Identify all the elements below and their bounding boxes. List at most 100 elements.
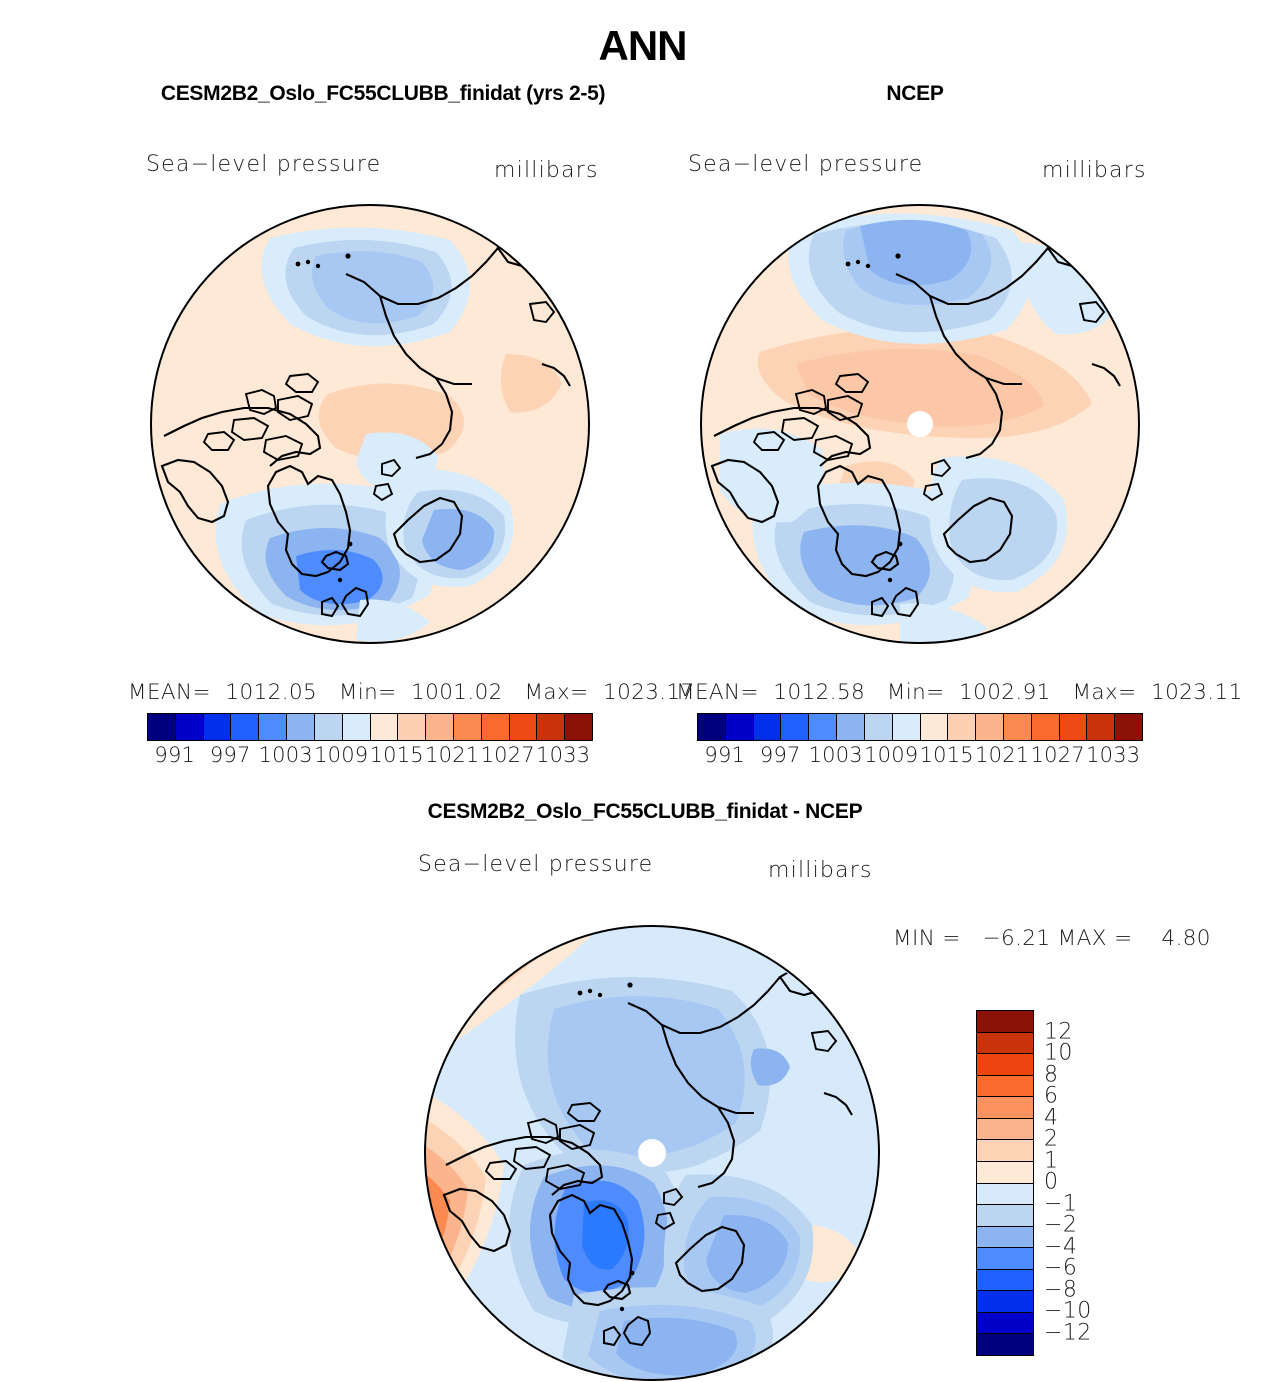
colorbar-cell [725, 714, 754, 740]
colorbar-cell [148, 714, 176, 740]
colorbar-tick-label: 1009 [314, 743, 369, 767]
colorbar-difference [976, 1010, 1034, 1356]
colorbar-cell [481, 714, 510, 740]
colorbar-tick-label: 6 [1044, 1083, 1059, 1109]
colorbar-tick-label: 1003 [258, 743, 313, 767]
colorbar-cell [175, 714, 204, 740]
colorbar-cell [977, 1205, 1033, 1227]
colorbar-cell [948, 714, 977, 740]
colorbar-tick-label: −6 [1044, 1255, 1078, 1281]
panel-title-obs: NCEP [886, 82, 944, 105]
colorbar-labels-obs: 991 997 1003 1009 1015 1021 1027 1033 [697, 743, 1141, 767]
units-label-model: millibars [494, 158, 599, 183]
colorbar-tick-label: −2 [1044, 1212, 1078, 1238]
colorbar-labels-model: 991 997 1003 1009 1015 1021 1027 1033 [147, 743, 591, 767]
colorbar-tick-label: 2 [1044, 1126, 1059, 1152]
colorbar-tick-label: 4 [1044, 1105, 1059, 1130]
colorbar-cell [398, 714, 427, 740]
colorbar-tick-label: 12 [1044, 1019, 1073, 1044]
colorbar-cell [977, 1226, 1033, 1249]
colorbar-cell [370, 714, 399, 740]
colorbar-model [147, 713, 593, 741]
colorbar-cell [977, 1291, 1033, 1313]
colorbar-cell [977, 1011, 1033, 1033]
colorbar-obs [697, 713, 1143, 741]
colorbar-cell [809, 714, 838, 740]
colorbar-labels-difference: 12 10 8 6 4 2 1 0 −1 −2 −4 −6 −8 −10 −12 [1044, 1010, 1124, 1354]
colorbar-tick-label: 0 [1044, 1169, 1059, 1195]
colorbar-cell [1059, 714, 1088, 740]
pole-data-gap-difference [638, 1139, 666, 1167]
units-label-obs: millibars [1042, 158, 1147, 183]
colorbar-cell [231, 714, 260, 740]
colorbar-tick-label: −12 [1044, 1320, 1092, 1345]
colorbar-cell [1003, 714, 1032, 740]
colorbar-tick-label: 997 [759, 743, 801, 767]
colorbar-cell [977, 1269, 1033, 1292]
colorbar-tick-label: 1009 [864, 743, 919, 767]
colorbar-cell [977, 1075, 1033, 1098]
colorbar-tick-label: 8 [1044, 1062, 1059, 1087]
stats-text-model: MEAN= 1012.05 Min= 1001.02 Max= 1023.17 [128, 680, 695, 705]
colorbar-cell [753, 714, 782, 740]
colorbar-cell [977, 1312, 1033, 1335]
colorbar-tick-label: −10 [1044, 1298, 1092, 1324]
colorbar-cell [977, 1097, 1033, 1119]
colorbar-tick-label: 1027 [480, 743, 535, 767]
variable-label-model: Sea−level pressure [146, 152, 382, 177]
colorbar-cell [509, 714, 538, 740]
colorbar-tick-label: 1027 [1030, 743, 1085, 767]
colorbar-cell [537, 714, 566, 740]
colorbar-cell [837, 714, 865, 740]
colorbar-cell [977, 1183, 1033, 1206]
colorbar-cell [920, 714, 949, 740]
colorbar-cell [287, 714, 315, 740]
colorbar-cell [453, 714, 482, 740]
colorbar-tick-label: −1 [1044, 1191, 1078, 1216]
colorbar-cell [314, 714, 343, 740]
colorbar-cell [426, 714, 454, 740]
colorbar-cell [977, 1334, 1033, 1355]
panel-title-difference: CESM2B2_Oslo_FC55CLUBB_finidat - NCEP [427, 800, 863, 823]
colorbar-tick-label: 997 [209, 743, 251, 767]
colorbar-cell [565, 714, 592, 740]
variable-label-obs: Sea−level pressure [688, 152, 924, 177]
colorbar-tick-label: −4 [1044, 1234, 1078, 1259]
units-label-difference: millibars [768, 858, 873, 883]
variable-label-difference: Sea−level pressure [418, 852, 654, 877]
polar-map-model [150, 204, 590, 644]
colorbar-tick-label: 10 [1044, 1040, 1073, 1066]
colorbar-tick-label: 1021 [425, 743, 480, 767]
colorbar-cell [977, 1054, 1033, 1076]
colorbar-cell [781, 714, 810, 740]
colorbar-tick-label: −8 [1044, 1277, 1078, 1302]
page-title: ANN [598, 22, 688, 69]
colorbar-cell [698, 714, 726, 740]
colorbar-tick-label: 1015 [919, 743, 974, 767]
stats-text-obs: MEAN= 1012.58 Min= 1002.91 Max= 1023.11 [676, 680, 1243, 705]
colorbar-cell [203, 714, 232, 740]
colorbar-tick-label: 1 [1044, 1148, 1059, 1173]
colorbar-cell [342, 714, 371, 740]
colorbar-tick-label: 1021 [975, 743, 1030, 767]
colorbar-cell [977, 1032, 1033, 1055]
colorbar-tick-label: 991 [704, 743, 746, 767]
colorbar-cell [864, 714, 893, 740]
colorbar-tick-label: 1015 [369, 743, 424, 767]
colorbar-tick-label: 1003 [808, 743, 863, 767]
colorbar-cell [977, 1161, 1033, 1184]
colorbar-cell [977, 1248, 1033, 1270]
colorbar-cell [977, 1140, 1033, 1162]
colorbar-cell [1031, 714, 1060, 740]
colorbar-cell [892, 714, 921, 740]
minmax-text-difference: MIN = −6.21 MAX = 4.80 [893, 926, 1211, 951]
colorbar-cell [259, 714, 288, 740]
colorbar-cell [977, 1118, 1033, 1141]
colorbar-cell [1087, 714, 1116, 740]
panel-title-model: CESM2B2_Oslo_FC55CLUBB_finidat (yrs 2-5) [160, 82, 606, 105]
pole-data-gap [907, 411, 933, 437]
polar-map-difference [424, 925, 880, 1381]
colorbar-tick-label: 991 [154, 743, 196, 767]
colorbar-cell [976, 714, 1004, 740]
colorbar-tick-label: 1033 [1086, 743, 1141, 767]
